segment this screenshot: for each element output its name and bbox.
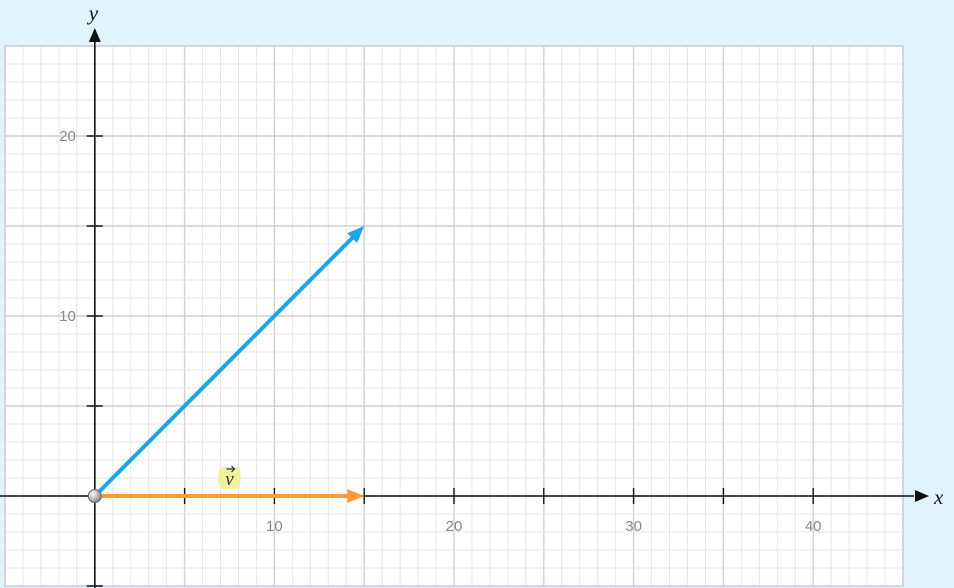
x-axis-arrowhead bbox=[915, 490, 929, 502]
vectors[interactable]: v bbox=[93, 226, 365, 503]
origin-point[interactable] bbox=[87, 489, 102, 503]
vector-blue-arrowhead[interactable] bbox=[347, 226, 365, 243]
vector-v[interactable]: v bbox=[94, 465, 365, 503]
plot-border bbox=[4, 45, 904, 587]
y-tick-label: 20 bbox=[59, 128, 76, 145]
vector-v-arrowhead[interactable] bbox=[347, 489, 365, 503]
vector-blue[interactable] bbox=[93, 226, 365, 498]
vector-blue-shaft[interactable] bbox=[93, 235, 356, 498]
y-tick-label: 10 bbox=[59, 308, 76, 325]
vector-v-label: v bbox=[218, 465, 241, 490]
x-tick-label: 40 bbox=[805, 518, 822, 535]
vector-label-text: v bbox=[225, 469, 234, 490]
x-tick-label: 20 bbox=[446, 518, 463, 535]
y-axis-arrowhead bbox=[88, 28, 101, 42]
y-axis-label: y bbox=[87, 1, 99, 25]
x-axis-label: x bbox=[933, 485, 944, 509]
axis-ticks: 10 20 30 40 10 20 bbox=[59, 128, 822, 587]
origin-handle[interactable] bbox=[87, 489, 102, 503]
x-tick-label: 30 bbox=[625, 518, 642, 535]
vector-arrow-accent-icon bbox=[226, 465, 236, 473]
x-tick-label: 10 bbox=[266, 518, 283, 535]
label-highlight bbox=[218, 467, 241, 489]
